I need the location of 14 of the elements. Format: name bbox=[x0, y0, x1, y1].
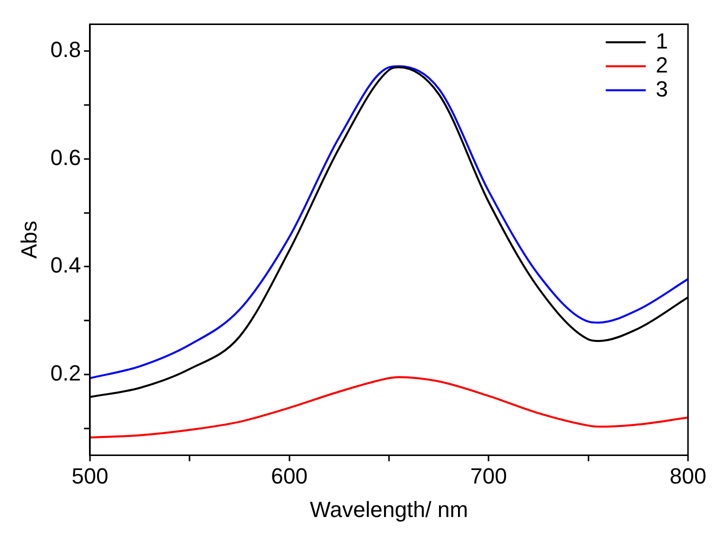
y-tick-label: 0.2 bbox=[50, 360, 81, 386]
x-tick-label: 500 bbox=[72, 463, 108, 488]
y-tick-label: 0.4 bbox=[50, 252, 81, 278]
x-tick-label: 700 bbox=[470, 463, 508, 488]
y-axis-title: Abs bbox=[16, 220, 42, 259]
line-series bbox=[90, 376, 688, 438]
y-tick-label: 0.8 bbox=[50, 37, 81, 62]
y-tick-label: 0.6 bbox=[50, 144, 81, 170]
legend-label: 3 bbox=[656, 76, 668, 102]
legend-label: 2 bbox=[656, 52, 668, 78]
legend-label: 1 bbox=[656, 28, 668, 54]
x-tick-label: 800 bbox=[670, 463, 706, 488]
x-tick-label: 600 bbox=[270, 463, 308, 488]
x-axis-title: Wavelength/ nm bbox=[310, 496, 468, 522]
